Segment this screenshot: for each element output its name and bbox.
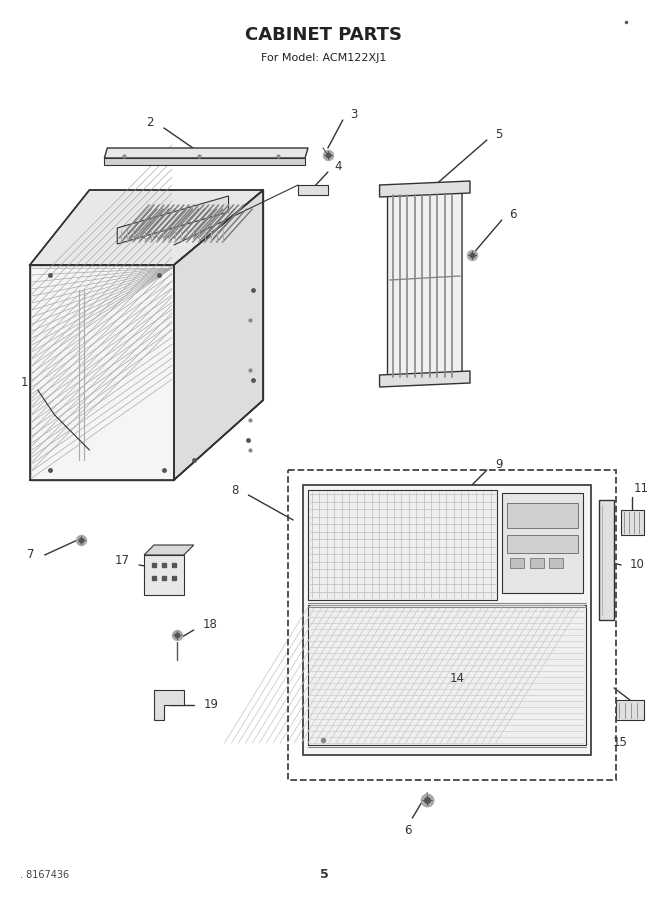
Text: 18: 18 [203, 618, 218, 632]
Text: 6: 6 [404, 824, 411, 836]
Polygon shape [502, 493, 584, 593]
Text: 6: 6 [509, 208, 516, 220]
Text: 10: 10 [630, 559, 645, 572]
Polygon shape [621, 510, 644, 535]
Polygon shape [117, 196, 229, 244]
Bar [550, 558, 563, 568]
Polygon shape [30, 190, 263, 265]
Polygon shape [104, 158, 305, 165]
Bar [529, 558, 544, 568]
Polygon shape [144, 555, 184, 595]
Polygon shape [144, 545, 194, 555]
Polygon shape [308, 605, 586, 745]
Text: CABINET PARTS: CABINET PARTS [245, 26, 402, 44]
Polygon shape [154, 690, 184, 720]
Text: 15: 15 [613, 735, 627, 749]
Polygon shape [507, 503, 578, 528]
Text: 11: 11 [634, 482, 649, 494]
Bar [288, 470, 616, 780]
Text: 2: 2 [147, 115, 154, 129]
Polygon shape [298, 185, 328, 195]
Polygon shape [303, 485, 591, 755]
Text: 8: 8 [231, 483, 239, 497]
Bar [510, 558, 524, 568]
Text: 5: 5 [495, 128, 502, 140]
Polygon shape [174, 190, 263, 480]
Text: 17: 17 [114, 554, 129, 566]
Text: For Model: ACM122XJ1: For Model: ACM122XJ1 [261, 53, 387, 63]
Polygon shape [616, 700, 644, 720]
Polygon shape [599, 500, 614, 620]
Polygon shape [379, 181, 470, 197]
Text: 19: 19 [203, 698, 218, 712]
Text: 14: 14 [450, 671, 465, 685]
Text: 9: 9 [495, 457, 502, 471]
Polygon shape [308, 490, 497, 600]
Polygon shape [30, 265, 174, 480]
Text: . 8167436: . 8167436 [20, 870, 69, 880]
Text: 3: 3 [349, 107, 357, 121]
Text: 7: 7 [27, 548, 35, 562]
Polygon shape [507, 535, 578, 553]
Polygon shape [104, 148, 308, 158]
Text: 4: 4 [335, 160, 342, 174]
Text: 1: 1 [20, 376, 28, 390]
Text: 5: 5 [319, 868, 329, 881]
Polygon shape [387, 189, 462, 379]
Polygon shape [379, 371, 470, 387]
